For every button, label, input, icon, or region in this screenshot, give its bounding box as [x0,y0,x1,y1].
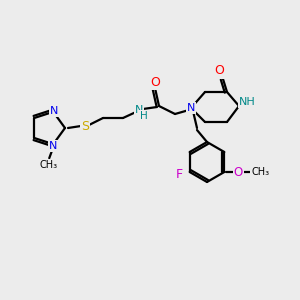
Text: N: N [49,141,57,151]
Text: N: N [187,103,195,113]
Text: O: O [234,166,243,178]
Text: NH: NH [238,97,255,107]
Text: CH₃: CH₃ [39,160,57,170]
Text: N: N [50,106,58,116]
Text: O: O [150,76,160,88]
Text: N: N [135,105,143,115]
Text: CH₃: CH₃ [251,167,269,177]
Text: F: F [176,167,183,181]
Text: H: H [140,111,148,121]
Text: S: S [81,119,89,133]
Text: O: O [214,64,224,77]
